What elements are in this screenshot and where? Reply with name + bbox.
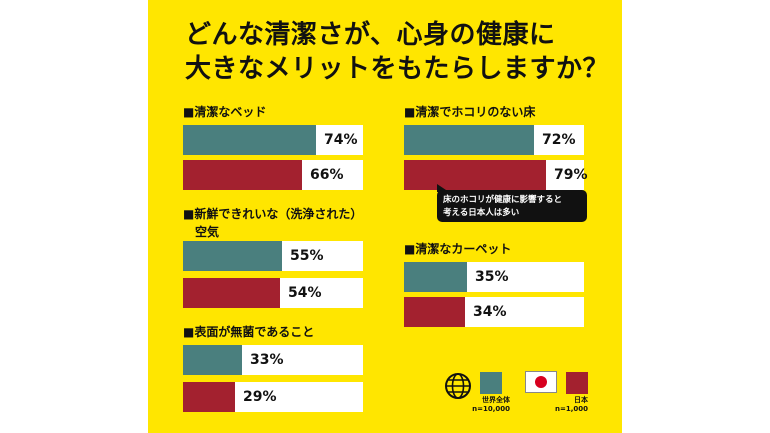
category-label: ■清潔でホコリのない床 [404,103,535,121]
legend-swatch-japan [566,372,588,394]
bar-value-label: 74% [324,132,358,148]
bar-frame-japan: 34% [404,297,584,327]
bar-world [404,262,467,292]
category-label-line: ■清潔なベッド [183,105,267,119]
legend-world-n: n=10,000 [472,405,510,413]
bar-frame-japan: 29% [183,382,363,412]
category-label: ■清潔なカーペット [404,240,511,258]
category-label: ■新鮮できれいな（洗浄された） 空気 [183,205,362,241]
bar-japan [183,382,235,412]
title-line-2: 大きなメリットをもたらしますか？ [185,54,610,84]
callout-tail [437,184,449,192]
bar-world [404,125,534,155]
bar-value-label: 72% [542,132,576,148]
bar-value-label: 66% [310,167,344,183]
bar-world [183,345,242,375]
japan-flag-icon [525,371,557,393]
category-label-line: ■清潔でホコリのない床 [404,105,536,119]
bar-frame-world: 74% [183,125,363,155]
legend-world-label: 世界全体 [482,396,510,404]
bar-frame-japan: 54% [183,278,363,308]
legend-japan-text: 日本 n=1,000 [548,396,588,414]
globe-icon [445,373,471,399]
category-label-line: ■新鮮できれいな（洗浄された） [183,207,363,221]
category-label-line: ■表面が無菌であること [183,325,315,339]
category-label: ■清潔なベッド [183,103,266,121]
bar-frame-japan: 79% [404,160,588,190]
bar-japan [183,278,280,308]
title-line-1: どんな清潔さが、心身の健康に [185,20,556,50]
bar-frame-world: 33% [183,345,363,375]
callout-line-2: 考える日本人は多い [443,208,520,218]
bar-value-label: 55% [290,248,324,264]
callout-box: 床のホコリが健康に影響すると 考える日本人は多い [437,190,587,222]
bar-value-label: 34% [473,304,507,320]
bar-world [183,241,282,271]
bar-frame-world: 35% [404,262,584,292]
bar-value-label: 79% [554,167,588,183]
category-label-line: 空気 [195,225,220,239]
category-label: ■表面が無菌であること [183,323,314,341]
bar-frame-world: 72% [404,125,584,155]
bar-japan [404,297,465,327]
callout-line-1: 床のホコリが健康に影響すると [443,195,563,205]
legend-swatch-world [480,372,502,394]
legend-world-text: 世界全体 n=10,000 [470,396,510,414]
bar-value-label: 33% [250,352,284,368]
legend-japan-n: n=1,000 [555,405,588,413]
bar-world [183,125,316,155]
bar-frame-world: 55% [183,241,363,271]
bar-japan [183,160,302,190]
bar-value-label: 35% [475,269,509,285]
bar-value-label: 54% [288,285,322,301]
bar-japan [404,160,546,190]
bar-frame-japan: 66% [183,160,363,190]
category-label-line: ■清潔なカーペット [404,242,512,256]
legend-japan-label: 日本 [574,396,588,404]
bar-value-label: 29% [243,389,277,405]
